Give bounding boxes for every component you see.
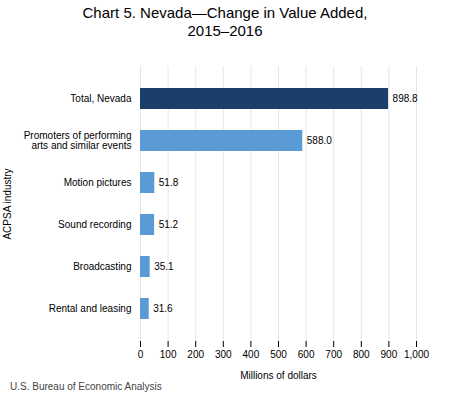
svg-text:51.8: 51.8 [159,177,179,188]
svg-text:700: 700 [325,349,342,360]
svg-text:500: 500 [270,349,287,360]
svg-text:31.6: 31.6 [153,303,173,314]
svg-text:Total, Nevada: Total, Nevada [70,93,132,104]
svg-text:35.1: 35.1 [154,261,174,272]
svg-text:300: 300 [215,349,232,360]
html-text:U.S. Bureau of Economic Analys: U.S. Bureau of Economic Analysis [10,381,162,392]
svg-text:800: 800 [353,349,370,360]
svg-text:ACPSA industry: ACPSA industry [2,168,13,239]
svg-text:200: 200 [187,349,204,360]
svg-text:Sound recording: Sound recording [58,219,131,230]
svg-text:900: 900 [381,349,398,360]
html-text:Chart 5. Nevada—Change in Valu: Chart 5. Nevada—Change in Value Added, 2… [82,4,368,39]
svg-text:51.2: 51.2 [159,219,179,230]
svg-text:400: 400 [243,349,260,360]
svg-text:Rental and leasing: Rental and leasing [49,303,132,314]
svg-text:588.0: 588.0 [307,135,332,146]
svg-text:Motion pictures: Motion pictures [64,177,132,188]
svg-text:898.8: 898.8 [393,93,418,104]
svg-text:1,000: 1,000 [404,349,429,360]
svg-text:Broadcasting: Broadcasting [73,261,131,272]
svg-text:100: 100 [160,349,177,360]
svg-text:Promoters of performingarts an: Promoters of performingarts and similar … [24,130,132,151]
svg-text:Millions of dollars: Millions of dollars [240,370,317,381]
svg-text:600: 600 [298,349,315,360]
svg-text:0: 0 [138,349,144,360]
